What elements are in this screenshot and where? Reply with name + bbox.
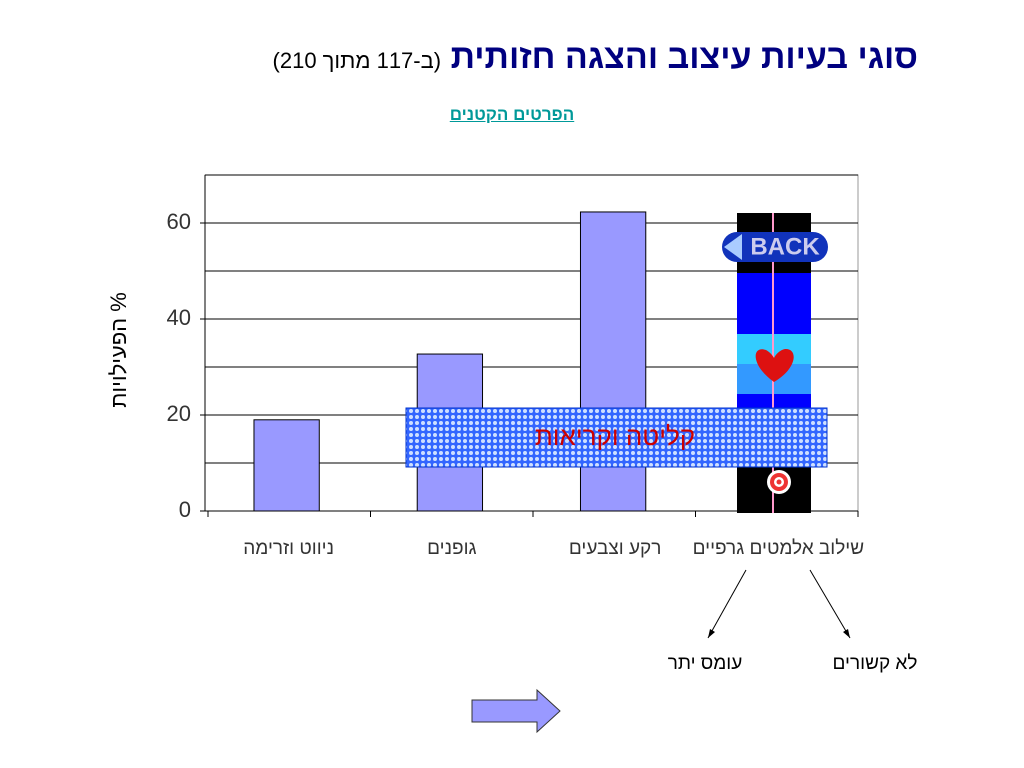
annotation: לא קשורים (833, 653, 918, 674)
annotation-arrowhead (708, 629, 715, 638)
next-arrow[interactable] (471, 688, 561, 734)
overlay-widget[interactable]: BACK קליטה וקריאות (405, 213, 828, 513)
y-tick-label: 0 (179, 497, 191, 522)
x-tick-label: ניווט וזרימה (243, 538, 334, 559)
annotation: עומס יתר (668, 653, 743, 674)
title-note: (ב-117 מתוך 210) (272, 48, 442, 73)
overlay-label: קליטה וקריאות (535, 421, 695, 451)
y-axis-label: % הפעילויות (106, 292, 131, 408)
x-tick-label: שילוב אלמטים גרפיים (693, 538, 865, 559)
annotation-arrowhead (843, 629, 850, 638)
title-text: סוגי בעיות עיצוב והצגה חזותית (450, 38, 918, 76)
x-tick-label: רקע וצבעים (569, 538, 661, 559)
annotation-arrow (707, 569, 747, 639)
annotation-arrow (809, 569, 851, 639)
y-tick-label: 20 (167, 401, 191, 426)
slide-title: סוגי בעיות עיצוב והצגה חזותית (ב-117 מתו… (60, 38, 918, 77)
bar (253, 419, 320, 512)
back-button[interactable]: BACK (750, 233, 820, 260)
y-tick-label: 60 (167, 209, 191, 234)
details-link[interactable]: הפרטים הקטנים (449, 105, 575, 124)
x-tick-label: גופנים (427, 538, 476, 559)
y-tick-label: 40 (167, 305, 191, 330)
